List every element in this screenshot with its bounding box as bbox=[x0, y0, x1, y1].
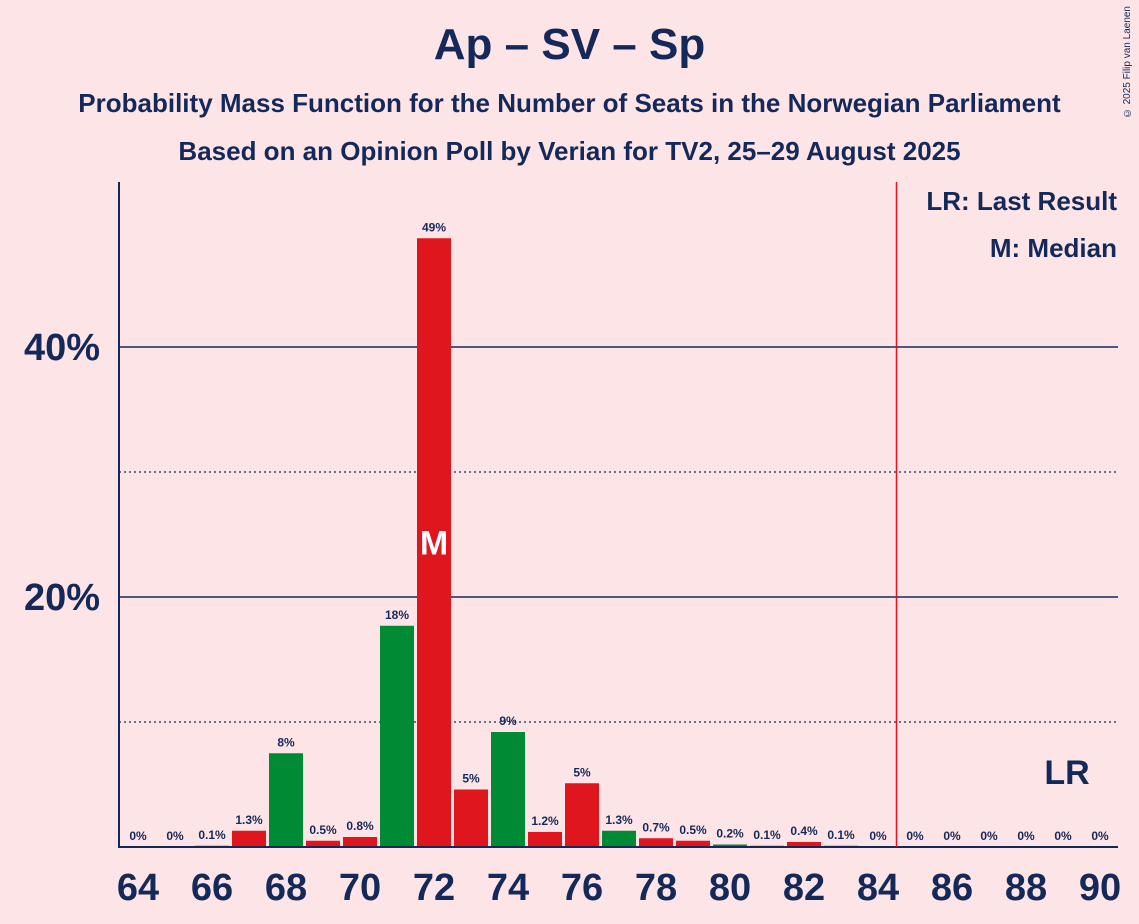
bar-71 bbox=[380, 625, 414, 847]
legend-last-result: LR: Last Result bbox=[926, 186, 1117, 216]
y-tick-label-40: 40% bbox=[24, 327, 100, 369]
data-label-69: 0.5% bbox=[309, 823, 337, 837]
bar-74 bbox=[491, 732, 525, 847]
bar-75 bbox=[528, 832, 562, 847]
x-tick-label-82: 82 bbox=[783, 867, 825, 909]
data-label-67: 1.3% bbox=[235, 813, 263, 827]
x-tick-label-88: 88 bbox=[1005, 867, 1047, 909]
data-label-66: 0.1% bbox=[198, 828, 226, 842]
data-label-73: 5% bbox=[462, 772, 480, 786]
legend-median: M: Median bbox=[990, 233, 1117, 263]
x-tick-label-74: 74 bbox=[487, 867, 529, 909]
data-label-82: 0.4% bbox=[790, 824, 818, 838]
bar-76 bbox=[565, 783, 599, 847]
data-label-64: 0% bbox=[129, 829, 147, 843]
bar-70 bbox=[343, 837, 377, 847]
bar-67 bbox=[232, 830, 266, 847]
x-tick-label-84: 84 bbox=[857, 867, 899, 909]
data-label-65: 0% bbox=[166, 829, 184, 843]
data-label-85: 0% bbox=[906, 829, 924, 843]
data-label-76: 5% bbox=[573, 765, 591, 779]
data-label-80: 0.2% bbox=[716, 827, 744, 841]
x-tick-label-68: 68 bbox=[265, 867, 307, 909]
bar-73 bbox=[454, 789, 488, 847]
data-label-84: 0% bbox=[869, 829, 887, 843]
x-tick-label-90: 90 bbox=[1079, 867, 1121, 909]
x-tick-label-64: 64 bbox=[117, 867, 159, 909]
x-tick-label-70: 70 bbox=[339, 867, 381, 909]
chart-subtitle-1: Probability Mass Function for the Number… bbox=[78, 88, 1061, 118]
median-marker: M bbox=[420, 525, 448, 563]
chart-subtitle-2: Based on an Opinion Poll by Verian for T… bbox=[178, 136, 961, 166]
data-label-79: 0.5% bbox=[679, 823, 707, 837]
bar-72 bbox=[417, 238, 451, 847]
data-label-83: 0.1% bbox=[827, 828, 855, 842]
bar-69 bbox=[306, 840, 340, 847]
data-label-86: 0% bbox=[943, 829, 961, 843]
bar-80 bbox=[713, 844, 747, 847]
x-tick-label-76: 76 bbox=[561, 867, 603, 909]
data-label-88: 0% bbox=[1017, 829, 1035, 843]
data-label-81: 0.1% bbox=[753, 828, 781, 842]
chart-title: Ap – SV – Sp bbox=[433, 20, 706, 69]
x-tick-label-72: 72 bbox=[413, 867, 455, 909]
data-label-75: 1.2% bbox=[531, 814, 559, 828]
bar-78 bbox=[639, 838, 673, 847]
data-label-72: 49% bbox=[422, 220, 446, 234]
data-label-77: 1.3% bbox=[605, 813, 633, 827]
data-label-68: 8% bbox=[277, 735, 295, 749]
y-tick-label-20: 20% bbox=[24, 577, 100, 619]
data-label-87: 0% bbox=[980, 829, 998, 843]
x-tick-label-66: 66 bbox=[191, 867, 233, 909]
x-tick-label-78: 78 bbox=[635, 867, 677, 909]
bar-82 bbox=[787, 842, 821, 847]
last-result-marker: LR bbox=[1044, 754, 1089, 792]
x-tick-label-80: 80 bbox=[709, 867, 751, 909]
bar-79 bbox=[676, 840, 710, 847]
bar-77 bbox=[602, 830, 636, 847]
data-label-90: 0% bbox=[1091, 829, 1109, 843]
data-label-89: 0% bbox=[1054, 829, 1072, 843]
x-tick-label-86: 86 bbox=[931, 867, 973, 909]
data-label-71: 18% bbox=[385, 608, 409, 622]
bar-68 bbox=[269, 753, 303, 847]
data-label-74: 9% bbox=[499, 714, 517, 728]
data-label-70: 0.8% bbox=[346, 819, 374, 833]
data-label-78: 0.7% bbox=[642, 820, 670, 834]
